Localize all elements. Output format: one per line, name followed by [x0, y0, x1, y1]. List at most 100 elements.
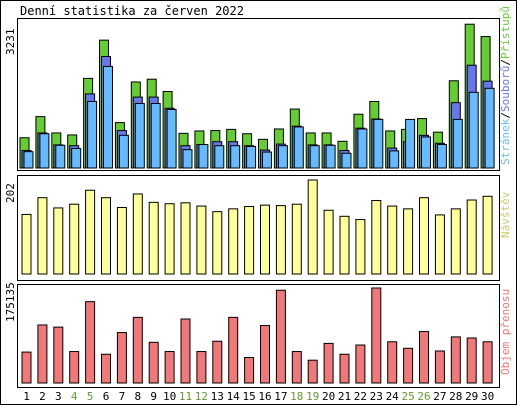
x-tick-label: 13	[211, 390, 224, 403]
visits-bar	[148, 201, 159, 275]
pages-bar	[373, 118, 384, 169]
visits-bar	[164, 203, 175, 275]
pages-bar	[150, 102, 161, 169]
visits-bars	[21, 179, 493, 275]
volume-bar	[450, 336, 461, 384]
visits-bar	[275, 205, 286, 275]
volume-bar	[419, 330, 429, 384]
volume-bar	[132, 316, 143, 384]
x-tick-label: 3	[55, 390, 62, 403]
volume-bar	[101, 353, 111, 384]
x-tick-label: 4	[71, 390, 78, 403]
visits-bar	[69, 203, 80, 275]
pages-bar	[55, 144, 66, 169]
volume-bar	[228, 316, 239, 384]
x-tick-label: 17	[274, 390, 287, 403]
x-tick-label: 10	[163, 390, 176, 403]
volume-bar	[260, 325, 270, 384]
visits-bar	[434, 214, 445, 275]
pages-bar	[23, 151, 34, 169]
visits-bar	[21, 213, 32, 275]
volume-bar	[53, 326, 64, 384]
x-tick-label: 9	[150, 390, 157, 403]
visits-bar	[85, 189, 96, 275]
volume-bar	[323, 342, 334, 384]
hits-bars	[19, 23, 495, 169]
pages-bar	[118, 134, 129, 169]
visits-bar	[101, 197, 111, 275]
x-tick-label: 18	[290, 390, 303, 403]
x-tick-label: 24	[386, 390, 400, 403]
visits-bar	[419, 197, 429, 275]
pages-bar	[103, 65, 113, 169]
visits-bar	[482, 195, 493, 275]
visits-bar	[371, 199, 382, 275]
volume-bar	[387, 341, 398, 384]
x-tick-label: 6	[103, 390, 110, 403]
visits-bar	[355, 219, 366, 275]
volume-bar	[37, 324, 48, 384]
volume-bar	[403, 347, 414, 384]
visits-bar	[260, 204, 270, 275]
volume-bar	[212, 340, 223, 384]
pages-bar	[230, 145, 241, 169]
x-tick-label: 23	[370, 390, 383, 403]
x-tick-label: 8	[134, 390, 141, 403]
visits-bar	[307, 179, 318, 275]
volume-bar	[371, 287, 382, 384]
legend-hits: Přístupů	[499, 6, 512, 59]
volume-bar	[180, 318, 191, 384]
pages-bar	[71, 147, 82, 169]
volume-bar	[339, 353, 350, 384]
volume-bar	[116, 332, 127, 384]
visits-bar	[466, 199, 477, 275]
legend-pages: Stránek	[499, 118, 512, 165]
visits-bar	[339, 215, 350, 275]
volume-bar	[244, 357, 255, 384]
x-tick-label: 29	[465, 390, 478, 403]
x-tick-label: 22	[354, 390, 367, 403]
hits-ymax-label: 3231	[4, 29, 17, 56]
volume-ymax-label: 175135	[4, 282, 17, 322]
visits-bar	[228, 208, 239, 275]
visits-bar	[132, 193, 143, 275]
x-tick-label: 16	[258, 390, 271, 403]
x-tick-label: 30	[481, 390, 494, 403]
x-tick-label: 7	[119, 390, 126, 403]
visits-bar	[196, 205, 207, 275]
volume-bar	[482, 341, 493, 384]
x-tick-label: 5	[87, 390, 94, 403]
x-tick-label: 12	[195, 390, 208, 403]
volume-bar	[291, 351, 302, 384]
pages-bar	[214, 145, 225, 169]
x-tick-label: 2	[39, 390, 46, 403]
visits-legend: Návštěv	[499, 191, 512, 238]
visits-bar	[323, 209, 334, 275]
legend-separator-2: /	[499, 59, 512, 66]
pages-bar	[421, 136, 431, 169]
pages-bar	[484, 87, 495, 169]
visits-bar	[387, 205, 398, 275]
x-tick-label: 11	[179, 390, 192, 403]
x-tick-label: 27	[433, 390, 446, 403]
volume-bars	[21, 287, 493, 384]
pages-bar	[309, 145, 320, 169]
pages-bar	[198, 143, 209, 169]
visits-bar	[450, 208, 461, 275]
x-tick-label: 20	[322, 390, 335, 403]
volume-bar	[355, 344, 366, 384]
legend-files: Souborů	[499, 66, 512, 112]
x-tick-label: 25	[401, 390, 414, 403]
volume-bar	[148, 341, 159, 384]
volume-bar	[164, 351, 175, 384]
x-tick-label: 28	[449, 390, 462, 403]
pages-bar	[246, 145, 257, 169]
pages-bar	[389, 150, 400, 169]
x-tick-label: 21	[338, 390, 351, 403]
visits-bar	[53, 207, 64, 275]
chart-title: Denní statistika za červen 2022	[20, 4, 244, 18]
pages-bar	[357, 128, 368, 169]
x-tick-label: 1	[23, 390, 30, 403]
volume-bar	[275, 289, 286, 384]
pages-bar	[182, 149, 193, 169]
